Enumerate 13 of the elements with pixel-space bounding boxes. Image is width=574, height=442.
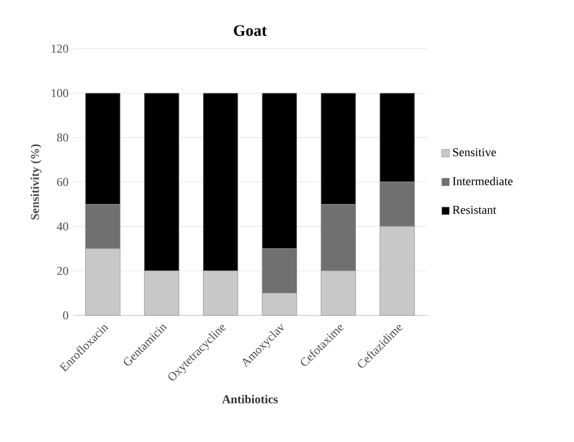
legend-label: Sensitive — [453, 148, 496, 156]
y-tick-label: 60 — [57, 178, 68, 186]
y-tick-label: 20 — [57, 266, 68, 275]
x-axis-title: Antibiotics — [222, 394, 278, 404]
y-axis-title: Sensitivity (%) — [30, 144, 42, 220]
y-tick-label: 120 — [52, 44, 68, 53]
y-tick-label: 80 — [57, 133, 68, 142]
legend-label: Resistant — [452, 206, 496, 214]
y-tick-label: 0 — [63, 311, 68, 320]
legend-label: Intermediate — [452, 176, 513, 186]
y-tick-label: 40 — [56, 222, 68, 230]
y-tick-label: 100 — [52, 89, 68, 98]
chart-title: Goat — [234, 25, 267, 36]
